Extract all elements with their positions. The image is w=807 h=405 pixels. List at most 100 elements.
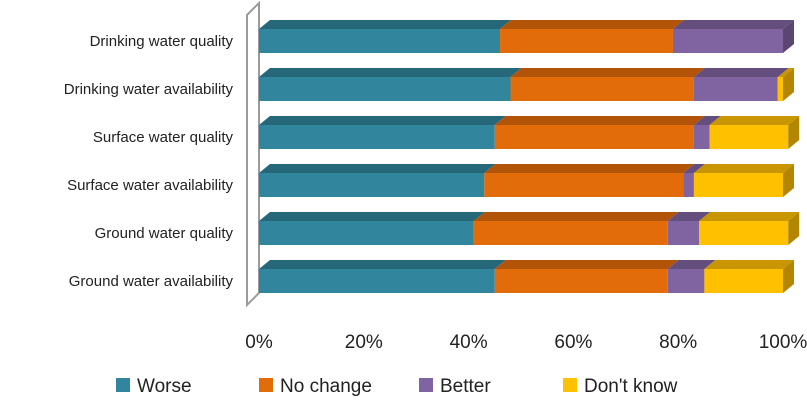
bar-top-face — [667, 212, 711, 221]
bar-no-change-drinking-water-quality — [500, 20, 684, 53]
bar-front-face — [259, 77, 511, 101]
legend-item-don-t-know: Don't know — [563, 376, 678, 397]
bar-don-t-know-ground-water-quality — [699, 212, 800, 245]
bar-top-face — [484, 164, 695, 173]
bar-front-face — [699, 221, 789, 245]
bar-end-face — [788, 116, 800, 149]
bar-front-face — [259, 269, 495, 293]
bar-better-drinking-water-availability — [693, 68, 789, 101]
legend-swatch — [116, 378, 130, 392]
legend-label: Don't know — [584, 376, 678, 397]
bar-worse-ground-water-availability — [259, 260, 506, 293]
bar-don-t-know-drinking-water-availability — [777, 68, 794, 101]
bar-no-change-drinking-water-availability — [510, 68, 705, 101]
bar-front-face — [259, 125, 495, 149]
category-label: Drinking water quality — [90, 33, 234, 50]
bar-top-face — [500, 20, 684, 29]
bar-top-face — [672, 20, 794, 29]
bar-no-change-ground-water-availability — [494, 260, 679, 293]
bar-front-face — [704, 269, 783, 293]
category-label: Drinking water availability — [64, 81, 234, 98]
x-tick-label: 80% — [659, 332, 697, 353]
bar-front-face — [494, 269, 668, 293]
bar-top-face — [693, 116, 721, 125]
legend-swatch — [419, 378, 433, 392]
bar-end-face — [783, 164, 794, 197]
bar-front-face — [693, 77, 778, 101]
bar-top-face — [494, 260, 679, 269]
bar-front-face — [473, 221, 668, 245]
bar-top-face — [259, 260, 506, 269]
bar-worse-surface-water-availability — [259, 164, 496, 197]
bar-top-face — [259, 212, 485, 221]
bar-end-face — [783, 260, 794, 293]
x-tick-label: 0% — [245, 332, 273, 353]
bar-front-face — [777, 77, 783, 101]
bar-top-face — [259, 20, 512, 29]
category-label: Surface water quality — [93, 129, 234, 146]
bars-group — [259, 20, 800, 293]
bar-top-face — [777, 68, 794, 77]
category-label: Ground water availability — [69, 273, 234, 290]
bar-end-face — [783, 68, 794, 101]
bar-top-face — [259, 116, 506, 125]
chart-side-wall — [246, 0, 260, 308]
legend: Worse No change Better Don't know — [116, 376, 678, 397]
bar-top-face — [683, 164, 705, 173]
side-wall — [246, 0, 260, 308]
bar-top-face — [494, 116, 705, 125]
bar-front-face — [672, 29, 783, 53]
bar-front-face — [494, 125, 694, 149]
bar-better-surface-water-availability — [683, 164, 705, 197]
x-tick-label: 100% — [759, 332, 807, 353]
bar-top-face — [259, 68, 522, 77]
legend-swatch — [259, 378, 273, 392]
bar-top-face — [259, 164, 496, 173]
legend-label: No change — [280, 376, 372, 397]
bar-front-face — [667, 221, 700, 245]
bar-top-face — [693, 164, 794, 173]
legend-item-worse: Worse — [116, 376, 192, 397]
bar-worse-drinking-water-quality — [259, 20, 512, 53]
bar-front-face — [259, 221, 474, 245]
bar-end-face — [783, 20, 794, 53]
bar-top-face — [510, 68, 705, 77]
bar-worse-ground-water-quality — [259, 212, 485, 245]
bar-front-face — [693, 173, 783, 197]
x-tick-label: 40% — [450, 332, 488, 353]
bar-top-face — [709, 116, 800, 125]
bar-better-ground-water-quality — [667, 212, 711, 245]
bar-better-drinking-water-quality — [672, 20, 794, 53]
bar-top-face — [473, 212, 679, 221]
bar-top-face — [699, 212, 800, 221]
bar-better-ground-water-availability — [667, 260, 716, 293]
bar-worse-drinking-water-availability — [259, 68, 522, 101]
bar-front-face — [709, 125, 789, 149]
bar-top-face — [704, 260, 794, 269]
bar-no-change-ground-water-quality — [473, 212, 679, 245]
x-tick-label: 20% — [345, 332, 383, 353]
bar-front-face — [510, 77, 694, 101]
bar-front-face — [500, 29, 673, 53]
bar-worse-surface-water-quality — [259, 116, 506, 149]
bar-better-surface-water-quality — [693, 116, 721, 149]
category-label: Surface water availability — [67, 177, 233, 194]
bar-no-change-surface-water-availability — [484, 164, 695, 197]
bar-front-face — [484, 173, 684, 197]
bar-don-t-know-surface-water-availability — [693, 164, 794, 197]
legend-swatch — [563, 378, 577, 392]
legend-label: Worse — [137, 376, 192, 397]
bar-no-change-surface-water-quality — [494, 116, 705, 149]
bar-front-face — [693, 125, 710, 149]
legend-item-no-change: No change — [259, 376, 372, 397]
bar-top-face — [693, 68, 789, 77]
bar-front-face — [259, 29, 501, 53]
bar-end-face — [788, 212, 800, 245]
x-tick-label: 60% — [554, 332, 592, 353]
x-axis-ticks: 0% 20% 40% 60% 80% 100% — [245, 332, 807, 353]
bar-front-face — [667, 269, 705, 293]
legend-label: Better — [440, 376, 491, 397]
legend-item-better: Better — [419, 376, 491, 397]
category-label: Ground water quality — [95, 225, 234, 242]
